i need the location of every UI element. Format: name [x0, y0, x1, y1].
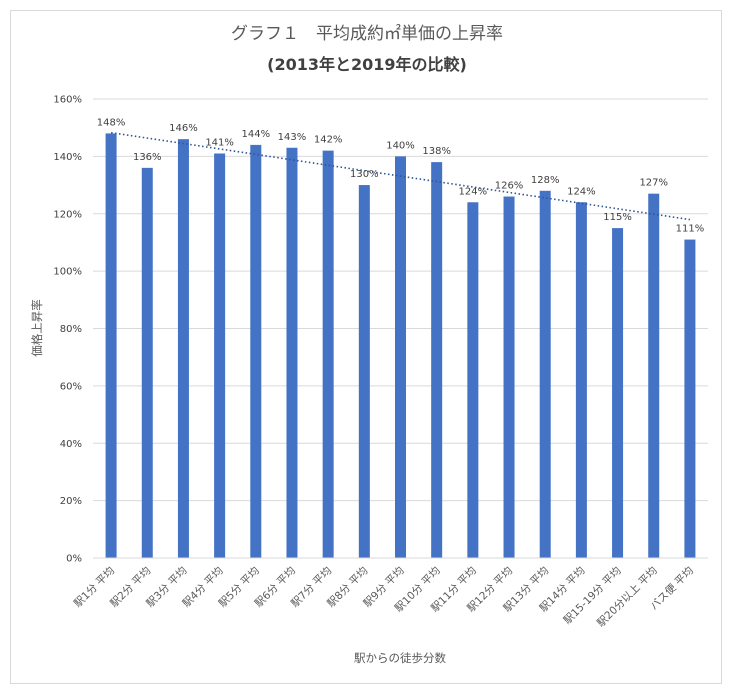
data-label: 148%	[97, 117, 126, 128]
y-axis-title: 価格上昇率	[30, 299, 44, 357]
data-label: 142%	[314, 135, 343, 146]
trendline	[110, 131, 691, 221]
chart-frame: グラフ１ 平均成約㎡単価の上昇率 (2013年と2019年の比較) 0% 20% 4…	[10, 10, 722, 684]
data-label: 138%	[422, 146, 451, 157]
data-label: 127%	[639, 178, 668, 189]
bar	[684, 239, 696, 558]
bar	[503, 196, 515, 558]
bar	[539, 190, 551, 559]
y-tick-label: 80%	[60, 324, 82, 335]
bar	[177, 139, 189, 558]
data-label: 111%	[676, 224, 705, 235]
bar	[467, 202, 479, 558]
bar	[395, 156, 406, 558]
y-tick-label: 0%	[66, 554, 82, 565]
bar	[250, 144, 262, 558]
bar	[141, 167, 153, 558]
data-labels: 148% 136% 146% 141% 144% 143% 142% 130% 140% 138%…	[97, 117, 704, 234]
data-label: 130%	[350, 169, 379, 180]
y-tick-label: 20%	[60, 496, 82, 507]
data-label: 141%	[205, 138, 234, 149]
y-axis-ticks: 0% 20% 40% 60% 80% 100% 120% 140% 160%	[53, 95, 82, 565]
bar	[358, 185, 370, 558]
data-label: 140%	[386, 140, 415, 151]
data-label: 144%	[241, 129, 270, 140]
bar	[431, 162, 443, 559]
data-label: 128%	[531, 175, 560, 186]
y-tick-label: 120%	[53, 209, 82, 220]
y-tick-label: 160%	[53, 95, 82, 106]
data-label: 143%	[278, 132, 307, 143]
y-tick-label: 140%	[53, 152, 82, 163]
data-label: 115%	[603, 212, 632, 223]
y-tick-label: 60%	[60, 381, 82, 392]
data-label: 136%	[133, 152, 162, 163]
y-tick-label: 100%	[53, 267, 82, 278]
bars	[105, 133, 696, 559]
bar	[575, 202, 587, 558]
bar	[214, 153, 226, 558]
data-label: 124%	[567, 186, 596, 197]
data-label: 126%	[495, 181, 524, 192]
x-axis-title: 駅からの徒歩分数	[354, 651, 446, 665]
chart-title: グラフ１ 平均成約㎡単価の上昇率	[231, 24, 503, 44]
y-tick-label: 40%	[60, 439, 82, 450]
chart-subtitle: (2013年と2019年の比較)	[267, 55, 467, 74]
bar	[322, 150, 334, 558]
data-label: 124%	[459, 186, 488, 197]
bar	[105, 133, 117, 559]
bar	[648, 193, 660, 558]
bar-chart: グラフ１ 平均成約㎡単価の上昇率 (2013年と2019年の比較) 0% 20% 4…	[30, 24, 708, 665]
data-label: 146%	[169, 123, 198, 134]
bar	[286, 147, 298, 559]
bar	[612, 228, 624, 558]
